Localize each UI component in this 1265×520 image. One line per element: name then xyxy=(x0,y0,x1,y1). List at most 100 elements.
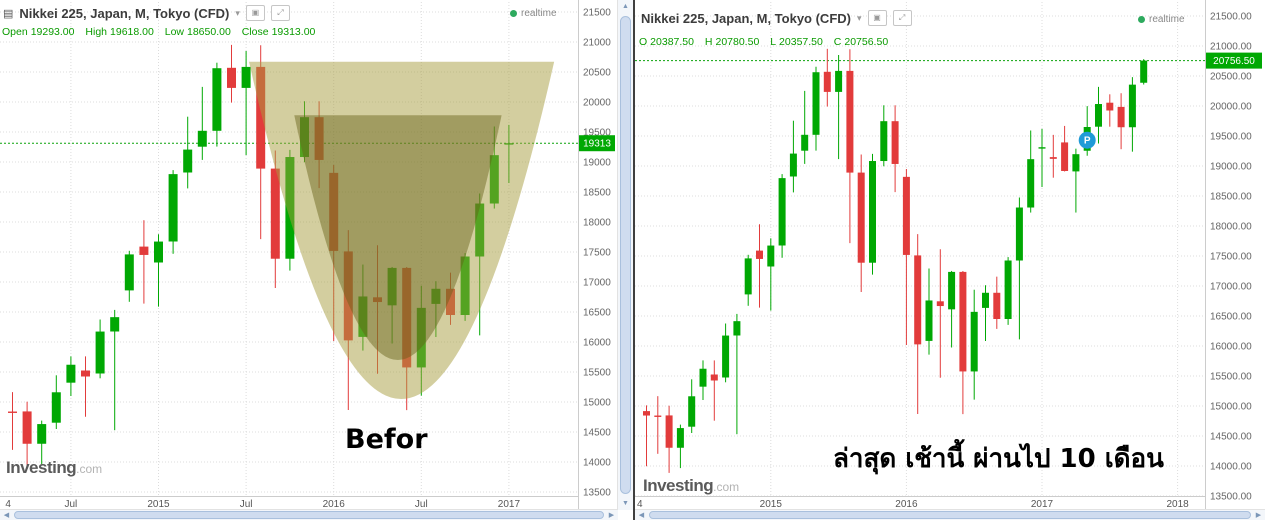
svg-text:Jul: Jul xyxy=(240,499,253,510)
watermark-suffix: .com xyxy=(76,462,103,476)
svg-text:15000.00: 15000.00 xyxy=(1210,402,1252,413)
svg-text:20000: 20000 xyxy=(583,98,611,109)
svg-text:13500: 13500 xyxy=(583,488,611,499)
svg-text:2018: 2018 xyxy=(1166,499,1189,510)
chart-plot-area[interactable]: 21500 21000 20500 20000 19500 19000 18500 18000… xyxy=(0,0,618,510)
svg-text:2016: 2016 xyxy=(323,499,346,510)
expand-icon: ⤢ xyxy=(277,8,284,17)
svg-text:16500.00: 16500.00 xyxy=(1210,312,1252,323)
open-value: 19293.00 xyxy=(30,26,75,38)
svg-text:2016: 2016 xyxy=(895,499,918,510)
realtime-dot-icon xyxy=(1138,16,1145,23)
svg-text:15000: 15000 xyxy=(583,398,611,409)
brand-watermark: Investing .com xyxy=(643,476,739,496)
svg-text:18000: 18000 xyxy=(583,218,611,229)
toolbar-button-2[interactable]: ⤢ xyxy=(270,5,290,21)
scroll-right-arrow-icon[interactable]: ▶ xyxy=(1255,512,1262,519)
svg-text:18500: 18500 xyxy=(583,188,611,199)
horizontal-scrollbar[interactable]: ◀ ▶ xyxy=(635,509,1265,520)
svg-text:21000.00: 21000.00 xyxy=(1210,42,1252,53)
open-label: O xyxy=(639,36,648,48)
svg-text:2015: 2015 xyxy=(760,499,783,510)
horizontal-scrollbar-thumb[interactable] xyxy=(649,511,1251,519)
svg-text:20500.00: 20500.00 xyxy=(1210,72,1252,83)
realtime-dot-icon xyxy=(510,10,517,17)
low-value: 20357.50 xyxy=(779,36,823,48)
chevron-down-icon[interactable]: ▾ xyxy=(856,12,862,23)
svg-text:14000.00: 14000.00 xyxy=(1210,462,1252,473)
chevron-down-icon[interactable]: ▾ xyxy=(235,7,240,18)
realtime-indicator: realtime xyxy=(510,8,557,19)
svg-text:14000: 14000 xyxy=(583,458,611,469)
scroll-left-arrow-icon[interactable]: ◀ xyxy=(3,512,10,519)
realtime-indicator: realtime xyxy=(1138,14,1185,25)
chart-window-after: 21500.00 21000.00 20500.00 20000.00 19500.00… xyxy=(633,0,1265,520)
chart-window-before: 21500 21000 20500 20000 19500 19000 18500 18000… xyxy=(0,0,633,520)
low-label: Low xyxy=(164,26,184,38)
svg-text:17000.00: 17000.00 xyxy=(1210,282,1252,293)
watermark-suffix: .com xyxy=(713,480,740,494)
svg-text:20000.00: 20000.00 xyxy=(1210,102,1252,113)
svg-text:14500: 14500 xyxy=(583,428,611,439)
square-icon: ▣ xyxy=(873,13,881,22)
toolbar-button-1[interactable]: ▣ xyxy=(245,5,265,21)
svg-text:20500: 20500 xyxy=(583,68,611,79)
svg-text:Jul: Jul xyxy=(65,499,78,510)
high-label: High xyxy=(85,26,108,38)
toolbar-button-2[interactable]: ⤢ xyxy=(892,10,912,26)
svg-text:19500: 19500 xyxy=(583,128,611,139)
ohlc-readout: O 20387.50 H 20780.50 L 20357.50 C 20756.50 xyxy=(639,36,896,48)
svg-text:15500.00: 15500.00 xyxy=(1210,372,1252,383)
svg-text:18500.00: 18500.00 xyxy=(1210,192,1252,203)
vertical-scrollbar[interactable]: ▲ ▼ xyxy=(617,0,633,510)
watermark-brand: Investing xyxy=(643,476,714,495)
svg-text:2015: 2015 xyxy=(147,499,170,510)
svg-text:15500: 15500 xyxy=(583,368,611,379)
open-label: Open xyxy=(2,26,28,38)
scroll-up-arrow-icon[interactable]: ▲ xyxy=(622,3,629,10)
expand-icon: ⤢ xyxy=(898,13,906,22)
svg-text:P: P xyxy=(1084,136,1091,147)
annotation-before: Befor xyxy=(345,424,428,455)
high-value: 19618.00 xyxy=(110,26,154,38)
watermark-brand: Investing xyxy=(6,458,77,477)
realtime-label: realtime xyxy=(521,8,557,19)
horizontal-scrollbar[interactable]: ◀ ▶ xyxy=(0,509,618,520)
realtime-label: realtime xyxy=(1149,14,1185,25)
toolbar-button-1[interactable]: ▣ xyxy=(867,10,887,26)
low-label: L xyxy=(770,36,777,48)
close-label: Close xyxy=(241,26,269,38)
svg-text:20756.50: 20756.50 xyxy=(1213,56,1255,67)
svg-text:16000.00: 16000.00 xyxy=(1210,342,1252,353)
scroll-right-arrow-icon[interactable]: ▶ xyxy=(608,512,615,519)
chart-plot-area[interactable]: 21500.00 21000.00 20500.00 20000.00 19500.00… xyxy=(635,0,1265,510)
svg-text:17500: 17500 xyxy=(583,248,611,259)
high-label: H xyxy=(704,36,713,48)
svg-text:19313: 19313 xyxy=(583,139,611,150)
svg-text:17000: 17000 xyxy=(583,278,611,289)
scroll-down-arrow-icon[interactable]: ▼ xyxy=(622,500,629,507)
vertical-scrollbar-thumb[interactable] xyxy=(620,16,631,494)
horizontal-scrollbar-thumb[interactable] xyxy=(14,511,604,519)
high-value: 20780.50 xyxy=(715,36,760,48)
svg-text:Jul: Jul xyxy=(415,499,428,510)
open-value: 20387.50 xyxy=(650,36,694,48)
svg-text:14500.00: 14500.00 xyxy=(1210,432,1252,443)
svg-text:19000: 19000 xyxy=(583,158,611,169)
svg-text:13500.00: 13500.00 xyxy=(1210,492,1252,503)
svg-text:19500.00: 19500.00 xyxy=(1210,132,1252,143)
svg-text:19000.00: 19000.00 xyxy=(1210,162,1252,173)
svg-text:21500: 21500 xyxy=(583,8,611,19)
chart-title: Nikkei 225, Japan, M, Tokyo (CFD) xyxy=(641,10,851,26)
square-icon: ▣ xyxy=(251,8,260,17)
svg-text:21500.00: 21500.00 xyxy=(1210,12,1252,23)
svg-text:21000: 21000 xyxy=(583,38,611,49)
svg-text:16500: 16500 xyxy=(583,308,611,319)
annotation-after: ล่าสุด เช้านี้ ผ่านไป 10 เดือน xyxy=(833,444,1164,474)
svg-text:17500.00: 17500.00 xyxy=(1210,252,1252,263)
svg-text:4: 4 xyxy=(637,499,643,510)
chart-title: Nikkei 225, Japan, M, Tokyo (CFD) xyxy=(19,5,230,21)
svg-text:16000: 16000 xyxy=(583,338,611,349)
scroll-left-arrow-icon[interactable]: ◀ xyxy=(638,512,645,519)
